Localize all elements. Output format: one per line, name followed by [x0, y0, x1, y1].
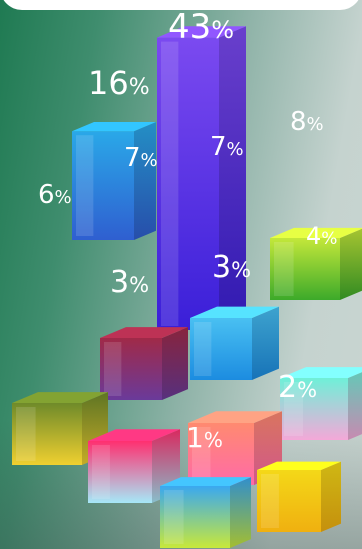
- bar-highlight: [194, 322, 212, 376]
- bar-highlight: [164, 490, 184, 544]
- bar-highlight: [92, 445, 110, 499]
- bar-top-face: [72, 121, 156, 132]
- bar-highlight: [104, 342, 122, 396]
- bar-highlight: [16, 407, 36, 461]
- value-label-1: 1%: [186, 421, 223, 454]
- bar-side-face: [348, 372, 362, 440]
- value-label-43: 43%: [168, 7, 234, 47]
- value-label-3: 3%: [212, 250, 251, 285]
- bar-side-face: [252, 306, 279, 380]
- bar-43-percent: [157, 26, 246, 330]
- bar-2-percent: [257, 461, 341, 532]
- bar-1-percent: [160, 477, 251, 548]
- bar-highlight: [274, 242, 294, 296]
- value-label-3: 3%: [110, 265, 149, 300]
- bar-front-face: [160, 486, 230, 548]
- bar-highlight: [284, 382, 304, 436]
- bar-side-face: [219, 26, 246, 330]
- bar-top-face: [190, 306, 279, 318]
- bar-4-percent: [280, 367, 362, 440]
- bar-top-face: [270, 227, 362, 238]
- top-card: [0, 0, 362, 10]
- bar-front-face: [188, 423, 254, 485]
- bar-highlight: [192, 427, 211, 481]
- bar-front-face: [72, 131, 134, 240]
- bar-7-percent: [100, 327, 188, 400]
- bar-top-face: [280, 367, 362, 378]
- bar-top-face: [257, 461, 341, 470]
- bar-highlight: [261, 474, 279, 528]
- bar-side-face: [321, 461, 341, 532]
- bar-top-face: [100, 327, 188, 338]
- bar-8-percent: [270, 227, 362, 300]
- bar-front-face: [257, 470, 321, 532]
- bar-front-face: [88, 441, 152, 503]
- value-label-7: 7%: [124, 143, 158, 173]
- bar-top-face: [188, 411, 282, 423]
- bar-side-face: [230, 477, 251, 548]
- bar-7-percent: [190, 306, 279, 380]
- value-label-16: 16%: [88, 64, 150, 102]
- value-label-7: 7%: [210, 132, 244, 162]
- bar-highlight: [76, 135, 94, 236]
- bar-front-face: [12, 403, 82, 465]
- bar-front-face: [280, 378, 348, 440]
- bar-top-face: [88, 429, 180, 441]
- value-label-4: 4%: [306, 222, 337, 250]
- value-label-6: 6%: [38, 180, 72, 210]
- bar-front-face: [190, 318, 252, 380]
- bar-side-face: [162, 327, 188, 400]
- bar-top-face: [157, 26, 246, 38]
- bar-front-face: [157, 37, 219, 330]
- value-label-8: 8%: [290, 107, 324, 137]
- bar-front-face: [270, 238, 340, 300]
- bar-top-face: [12, 392, 108, 403]
- value-label-2: 2%: [278, 370, 317, 405]
- bar-16-percent: [72, 121, 156, 240]
- bar-front-face: [100, 338, 162, 400]
- bar-3-percent: [188, 411, 282, 485]
- bar-top-face: [160, 477, 251, 486]
- bar-highlight: [161, 41, 179, 326]
- bar-side-face: [340, 228, 362, 300]
- bar-side-face: [134, 121, 156, 240]
